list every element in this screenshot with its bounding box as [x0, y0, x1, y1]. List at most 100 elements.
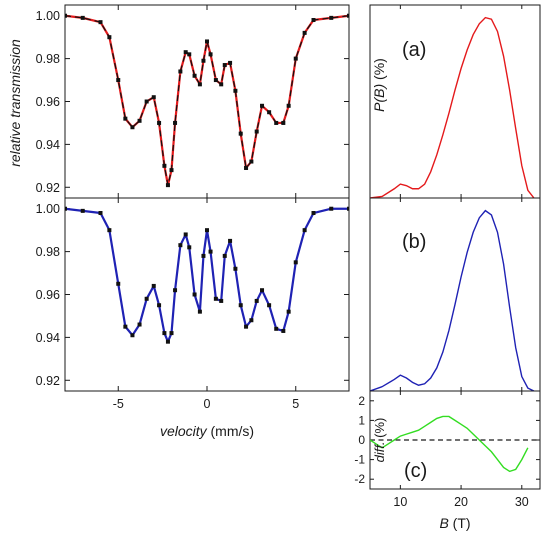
- data-point: [80, 15, 85, 20]
- data-point: [347, 206, 349, 211]
- data-point: [201, 58, 206, 63]
- data-point: [208, 249, 213, 254]
- data-point: [293, 56, 298, 61]
- data-point: [274, 326, 279, 331]
- pb-panel-b: (b): [369, 197, 541, 392]
- y-tick-label: 0.98: [36, 245, 60, 259]
- x-tick-label: -5: [113, 397, 124, 411]
- data-point: [183, 232, 188, 237]
- data-point: [130, 333, 135, 338]
- data-point: [286, 103, 291, 108]
- data-point: [98, 211, 103, 216]
- spectrum-bottom-x-ticks: -5 0 5: [113, 198, 299, 411]
- data-point: [173, 288, 178, 293]
- data-point: [238, 131, 243, 136]
- diff-x-ticks: 10 20 30: [393, 391, 529, 509]
- pb-a-curve: [370, 16, 535, 198]
- data-point: [281, 328, 286, 333]
- data-point: [157, 120, 162, 125]
- x-tick-label: 10: [393, 495, 407, 509]
- data-point: [178, 243, 183, 248]
- data-point: [219, 298, 224, 303]
- pb-a-ticks: [399, 5, 523, 198]
- data-point: [169, 331, 174, 336]
- data-point: [329, 206, 334, 211]
- data-point: [173, 120, 178, 125]
- data-point: [197, 82, 202, 87]
- diff-panel-c: -2 -1 0 1 2 10 20 30 (c) diff. (%) B (T): [354, 390, 541, 531]
- data-point: [311, 18, 316, 23]
- y-tick-label: 0.98: [36, 52, 60, 66]
- data-point: [165, 183, 170, 188]
- data-point: [267, 303, 272, 308]
- data-point: [123, 116, 128, 121]
- y-tick-label: -2: [354, 472, 365, 486]
- pb-b-frame: [369, 197, 541, 392]
- data-point: [219, 82, 224, 87]
- pb-b-curve: [370, 209, 535, 391]
- data-point: [123, 324, 128, 329]
- spectrum-top-panel: 0.92 0.94 0.96 0.98 1.00 relative transmissi…: [7, 4, 350, 199]
- spectrum-top-points: [65, 13, 349, 188]
- spectrum-bottom-y-ticks: 0.92 0.94 0.96 0.98 1.00: [36, 202, 349, 388]
- pb-panel-a: (a) P(B) (%): [369, 4, 541, 199]
- data-point: [228, 238, 233, 243]
- spectrum-bottom-points: [65, 206, 349, 344]
- y-tick-label: 1: [358, 413, 365, 427]
- y-tick-label: 0.96: [36, 95, 60, 109]
- pb-y-axis-label: P(B) (%): [371, 58, 387, 112]
- x-tick-label: 30: [515, 495, 529, 509]
- x-tick-label: 0: [204, 397, 211, 411]
- data-point: [233, 88, 238, 93]
- data-point: [187, 245, 192, 250]
- x-axis-label: velocity (mm/s): [160, 423, 254, 439]
- diff-y-axis-label: diff. (%): [372, 418, 387, 463]
- data-point: [130, 125, 135, 130]
- panel-label-a: (a): [402, 39, 426, 61]
- data-point: [222, 253, 227, 258]
- data-point: [281, 120, 286, 125]
- data-point: [249, 318, 254, 323]
- data-point: [192, 292, 197, 297]
- data-point: [137, 118, 142, 123]
- data-point: [107, 228, 112, 233]
- data-point: [151, 95, 156, 100]
- data-point: [98, 20, 103, 25]
- data-point: [267, 110, 272, 115]
- spectrum-top-y-ticks: 0.92 0.94 0.96 0.98 1.00: [36, 9, 349, 195]
- data-point: [162, 331, 167, 336]
- data-point: [302, 228, 307, 233]
- data-point: [208, 52, 213, 57]
- data-point: [205, 39, 209, 44]
- data-point: [233, 266, 238, 271]
- data-point: [144, 296, 149, 301]
- data-point: [192, 73, 197, 78]
- data-point: [162, 163, 167, 168]
- y-axis-label: relative transmission: [7, 39, 23, 167]
- data-point: [80, 208, 85, 213]
- data-point: [222, 63, 227, 68]
- data-point: [151, 283, 156, 288]
- y-tick-label: 0.94: [36, 138, 60, 152]
- data-point: [137, 322, 142, 327]
- spectrum-top-x-ticks: [117, 5, 297, 198]
- data-point: [165, 339, 170, 344]
- data-point: [286, 309, 291, 314]
- data-point: [65, 206, 67, 211]
- x-tick-label: 20: [454, 495, 468, 509]
- data-point: [238, 303, 243, 308]
- data-point: [213, 296, 218, 301]
- panel-label-b: (b): [402, 231, 426, 253]
- data-point: [187, 52, 192, 57]
- data-point: [244, 165, 249, 170]
- data-point: [116, 78, 121, 83]
- data-point: [213, 78, 218, 83]
- b-axis-label: B (T): [439, 515, 470, 531]
- data-point: [254, 298, 259, 303]
- data-point: [347, 13, 349, 18]
- data-point: [205, 228, 209, 233]
- data-point: [254, 129, 259, 134]
- data-point: [183, 50, 188, 55]
- data-point: [65, 13, 67, 18]
